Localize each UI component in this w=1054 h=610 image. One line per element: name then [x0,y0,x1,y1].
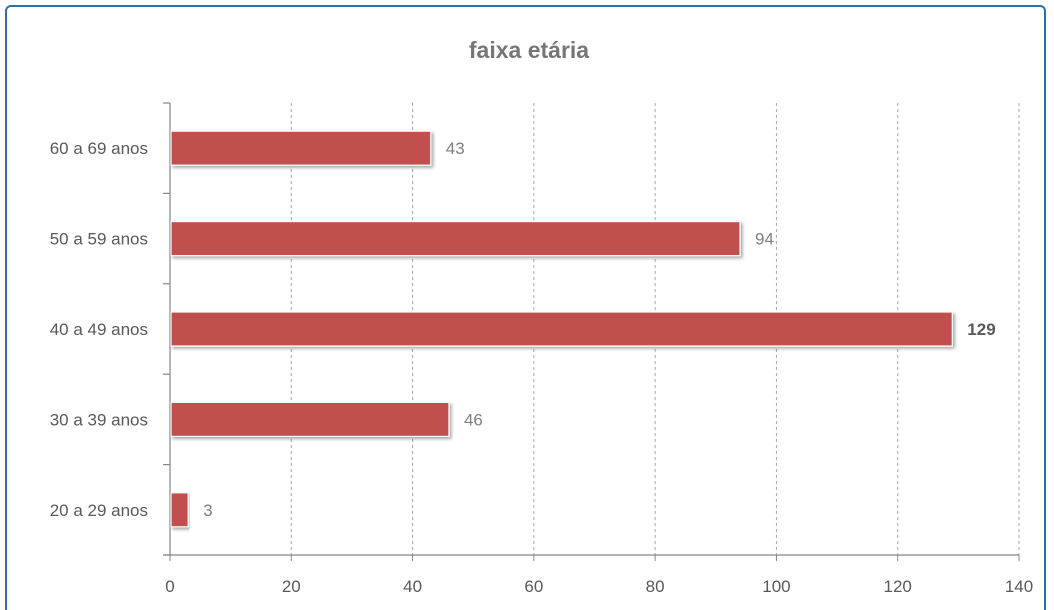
chart-title: faixa etária [469,37,589,63]
category-label: 50 a 59 anos [50,230,148,249]
bar [170,130,432,166]
x-tick-label: 100 [762,577,790,596]
x-tick-label: 0 [165,577,174,596]
category-label: 30 a 39 anos [50,410,148,429]
x-tick-label: 20 [282,577,301,596]
x-tick-label: 40 [403,577,422,596]
category-label: 20 a 29 anos [50,501,148,520]
bar [170,401,450,437]
bar [170,492,189,528]
data-label: 94 [755,230,774,249]
axes [163,102,1020,561]
x-tick-label: 60 [524,577,543,596]
x-tick-label: 120 [884,577,912,596]
data-label: 129 [967,320,995,339]
bar [170,311,953,347]
category-label: 40 a 49 anos [50,320,148,339]
x-tick-label: 140 [1005,577,1033,596]
category-label: 60 a 69 anos [50,139,148,158]
data-label: 43 [446,139,465,158]
data-label: 3 [203,501,212,520]
bars [170,130,953,528]
data-label: 46 [464,410,483,429]
x-tick-label: 80 [646,577,665,596]
labels: 0 20 40 60 80 100 120 140 60 a 69 anos 43 50 a 59 … [50,139,1034,596]
bar [170,221,741,257]
